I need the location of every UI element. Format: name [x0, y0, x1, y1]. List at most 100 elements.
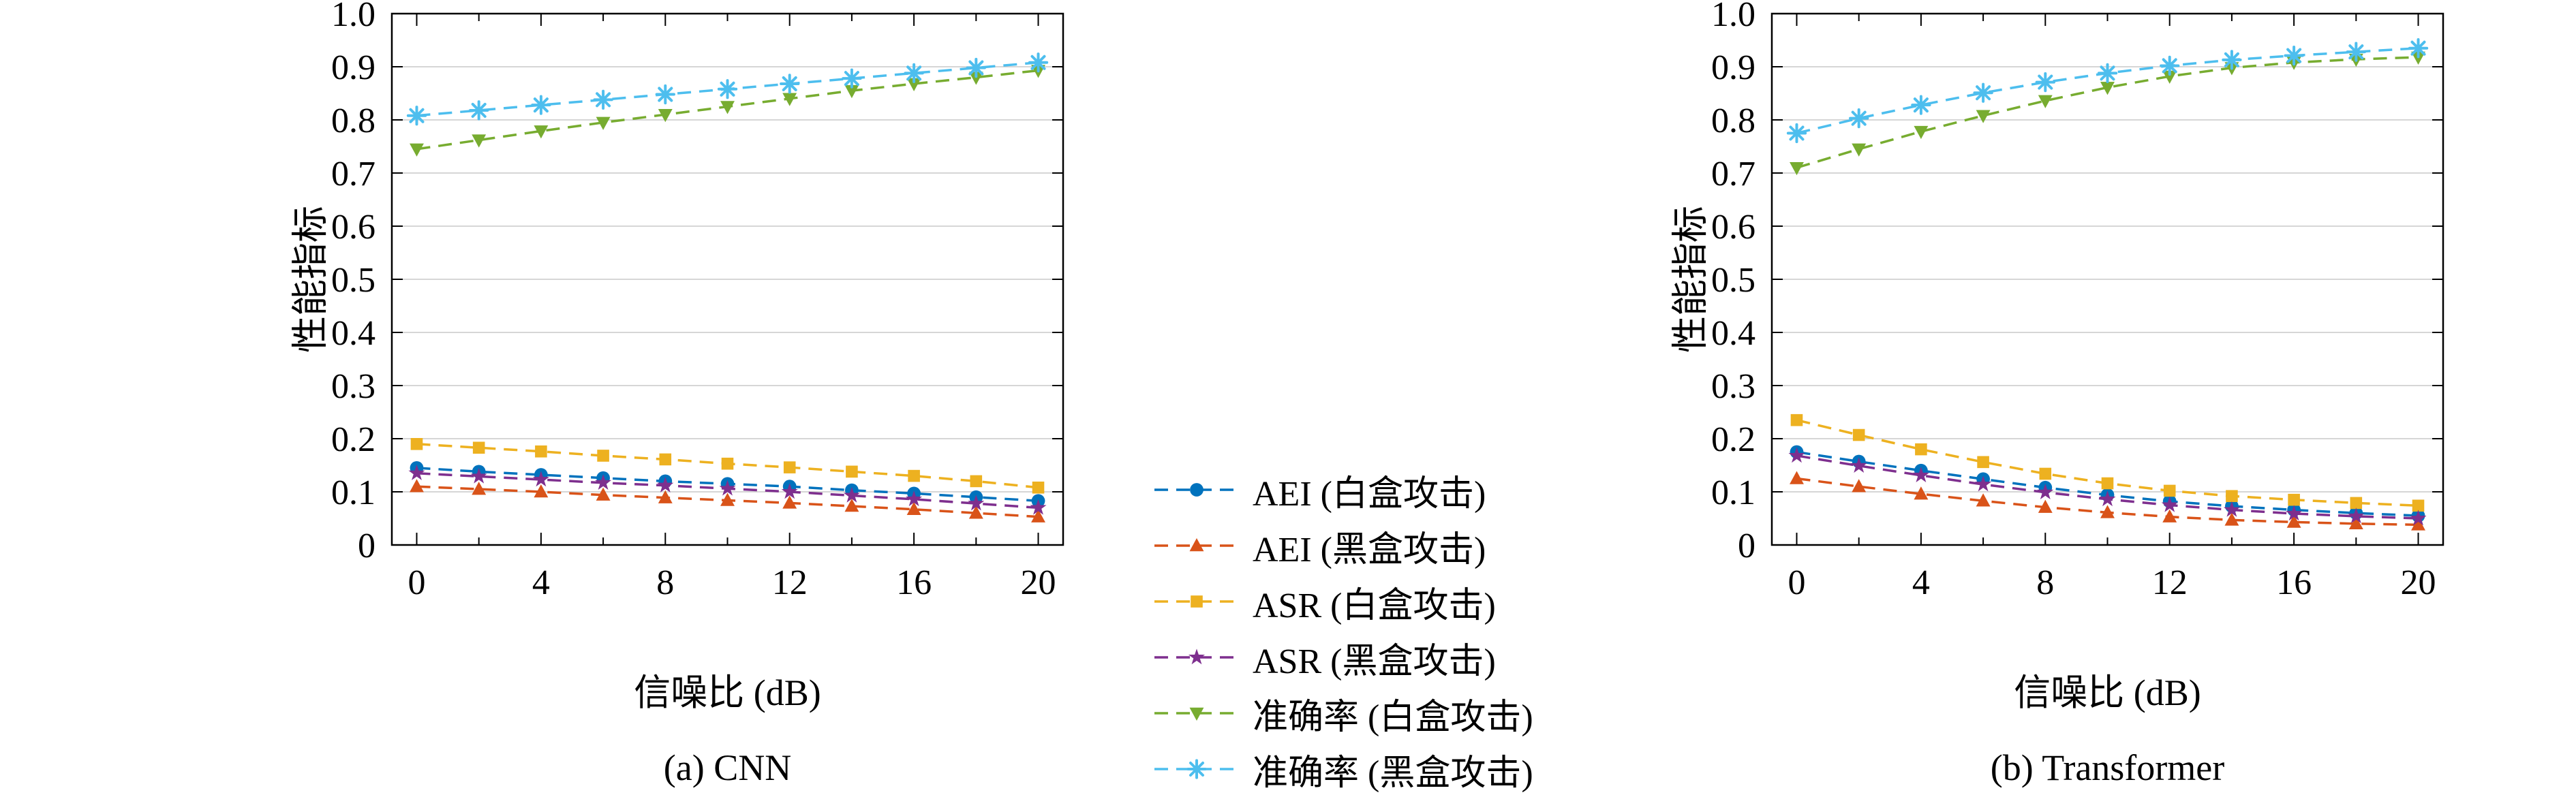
marker-triangle-down [906, 78, 921, 91]
y-tick-label: 0.3 [1711, 367, 1755, 406]
y-tick-label: 1.0 [1711, 0, 1755, 34]
marker-star [1975, 475, 1992, 492]
marker-asterisk [2348, 44, 2364, 60]
chart-a: 0 0.1 0.2 0.3 0.4 0.5 0.6 0.7 0.8 0.9 1.0 0 4 8 12 16 20 [331, 0, 1064, 602]
marker-square [2350, 497, 2363, 510]
marker-asterisk [1030, 54, 1046, 70]
marker-triangle-down [1189, 707, 1204, 721]
y-tick-label: 0.5 [1711, 261, 1755, 300]
marker-star [408, 465, 425, 480]
marker-asterisk [1789, 125, 1805, 141]
x-axis-label-a: 信噪比 (dB) [634, 672, 821, 713]
marker-star [2037, 484, 2054, 500]
x-tick-label: 0 [1788, 563, 1805, 602]
y-tick-label: 0.8 [1711, 101, 1755, 140]
legend-item-label: AEI (白盒攻击) [1253, 474, 1486, 514]
marker-asterisk [2100, 65, 2115, 81]
legend-item-3: ASR (黑盒攻击) [1152, 629, 1683, 685]
y-tick-label: 0.4 [1711, 314, 1755, 353]
x-tick-label: 20 [1021, 563, 1056, 602]
marker-triangle-up [2038, 499, 2053, 513]
y-tick-label: 0.9 [331, 48, 375, 87]
x-tick-label: 16 [896, 563, 932, 602]
marker-square [410, 438, 423, 450]
marker-square [1852, 428, 1865, 441]
marker-star [968, 495, 985, 511]
marker-asterisk [1189, 761, 1205, 777]
marker-triangle-up [1852, 479, 1867, 493]
marker-triangle-down [596, 116, 611, 130]
chart-panel-transformer: 0 0.1 0.2 0.3 0.4 0.5 0.6 0.7 0.8 0.9 1.0 0 4 8 12 16 20 [1636, 0, 2576, 792]
marker-star [843, 486, 860, 503]
marker-square [721, 457, 734, 470]
y-tick-label: 0 [1738, 527, 1755, 565]
legend-sample-star [1154, 648, 1239, 665]
marker-asterisk [1851, 110, 1867, 126]
marker-triangle-up [596, 487, 611, 501]
marker-square [2412, 499, 2425, 512]
legend-item-label: AEI (黑盒攻击) [1253, 530, 1486, 569]
legend-sample-square [1154, 595, 1239, 608]
marker-triangle-up [1031, 509, 1045, 522]
marker-square [1191, 595, 1203, 608]
x-axis-label-b: 信噪比 (dB) [2014, 672, 2201, 713]
marker-triangle-down [2100, 82, 2115, 95]
marker-square [2163, 484, 2176, 497]
series-line [1796, 56, 2419, 169]
y-tick-label: 1.0 [331, 0, 375, 34]
marker-triangle-down [2162, 70, 2177, 84]
marker-triangle-down [1976, 110, 1991, 123]
x-tick-label: 12 [2152, 563, 2188, 602]
marker-triangle-down [1790, 161, 1804, 176]
marker-triangle-down [658, 108, 673, 123]
marker-star [595, 474, 612, 490]
y-tick-label: 0.5 [331, 261, 375, 300]
marker-asterisk [2410, 40, 2426, 56]
marker-asterisk [596, 92, 611, 108]
marker-triangle-down [410, 143, 424, 157]
x-tick-label: 16 [2276, 563, 2312, 602]
marker-triangle-up [2286, 514, 2301, 528]
marker-square [2226, 490, 2238, 503]
marker-asterisk [720, 81, 735, 97]
marker-triangle-up [1189, 538, 1204, 552]
marker-asterisk [968, 60, 984, 76]
y-tick-label: 0.6 [1711, 208, 1755, 247]
y-tick-label: 0.1 [331, 473, 375, 512]
marker-asterisk [906, 65, 922, 81]
marker-triangle-down [968, 72, 983, 85]
marker-square [535, 445, 547, 458]
marker-circle [1190, 483, 1203, 497]
marker-triangle-down [1852, 143, 1867, 157]
legend-item-1: AEI (黑盒攻击) [1152, 518, 1683, 574]
x-tick-label: 4 [1912, 563, 1930, 602]
marker-triangle-down [472, 134, 487, 148]
marker-star [781, 483, 798, 499]
marker-asterisk [2286, 48, 2302, 63]
marker-triangle-up [844, 499, 859, 512]
marker-star [470, 467, 487, 484]
legend-item-label: 准确率 (白盒攻击) [1253, 698, 1533, 737]
y-tick-label: 0.1 [1711, 473, 1755, 512]
marker-star [1188, 648, 1206, 665]
marker-square [1915, 443, 1927, 456]
marker-asterisk [1976, 85, 1991, 101]
marker-triangle-down [782, 93, 797, 106]
marker-asterisk [2224, 52, 2239, 67]
marker-asterisk [2038, 74, 2053, 90]
marker-triangle-up [410, 479, 424, 493]
marker-triangle-up [720, 493, 735, 506]
marker-triangle-up [906, 501, 921, 515]
marker-triangle-up [472, 482, 487, 495]
marker-square [970, 475, 983, 488]
marker-square [783, 461, 796, 473]
legend-item-label: 准确率 (黑盒攻击) [1253, 753, 1533, 793]
marker-triangle-down [844, 84, 859, 99]
marker-star [2286, 505, 2303, 521]
marker-triangle-up [1914, 486, 1929, 500]
x-tick-label: 4 [532, 563, 550, 602]
caption-b: (b) Transformer [1990, 747, 2225, 788]
marker-asterisk [844, 71, 859, 87]
marker-square [846, 465, 858, 478]
y-tick-label: 0.8 [331, 101, 375, 140]
